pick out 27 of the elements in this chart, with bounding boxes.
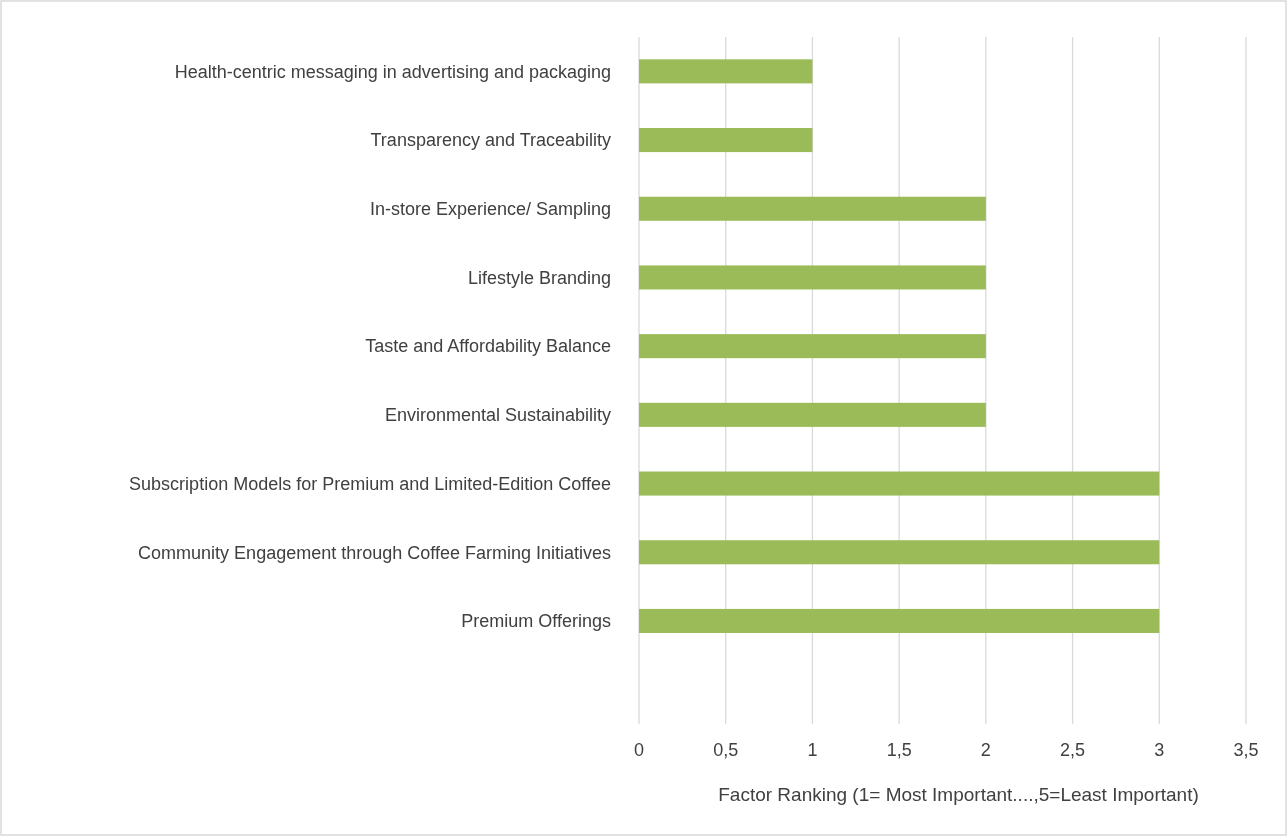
x-tick-label: 3 <box>1154 740 1165 760</box>
x-tick-label: 0 <box>633 740 645 760</box>
x-tick-label: 1 <box>807 740 818 760</box>
bar <box>639 196 986 221</box>
x-tick-label: 3,5 <box>1233 740 1259 760</box>
bar <box>639 471 1160 496</box>
x-tick-label: 1,5 <box>886 740 912 760</box>
y-tick-label: Subscription Models for Premium and Limited-Edition Coffee <box>129 473 611 494</box>
y-tick-label: Lifestyle Branding <box>467 267 611 288</box>
y-tick-label: Premium Offerings <box>461 611 611 632</box>
x-tick-label: 2,5 <box>1060 740 1086 760</box>
y-tick-label: Transparency and Traceability <box>370 130 611 151</box>
bar <box>639 608 1160 633</box>
bar <box>639 334 986 359</box>
x-axis-title: Factor Ranking (1= Most Important....,5=Least Important) <box>718 784 1199 805</box>
y-tick-label: Environmental Sustainability <box>384 405 611 426</box>
bar <box>639 540 1160 565</box>
y-tick-label: In-store Experience/ Sampling <box>369 199 611 220</box>
x-tick-label: 0,5 <box>713 740 739 760</box>
y-tick-label: Community Engagement through Coffee Farming Initiatives <box>138 542 611 563</box>
x-tick-label: 2 <box>980 740 991 760</box>
bar <box>639 265 986 290</box>
y-tick-label: Taste and Affordability Balance <box>365 336 611 357</box>
y-tick-label: Health-centric messaging in advertising and packaging <box>174 61 611 82</box>
bar <box>639 59 813 84</box>
bar <box>639 402 986 427</box>
bar <box>639 128 813 153</box>
